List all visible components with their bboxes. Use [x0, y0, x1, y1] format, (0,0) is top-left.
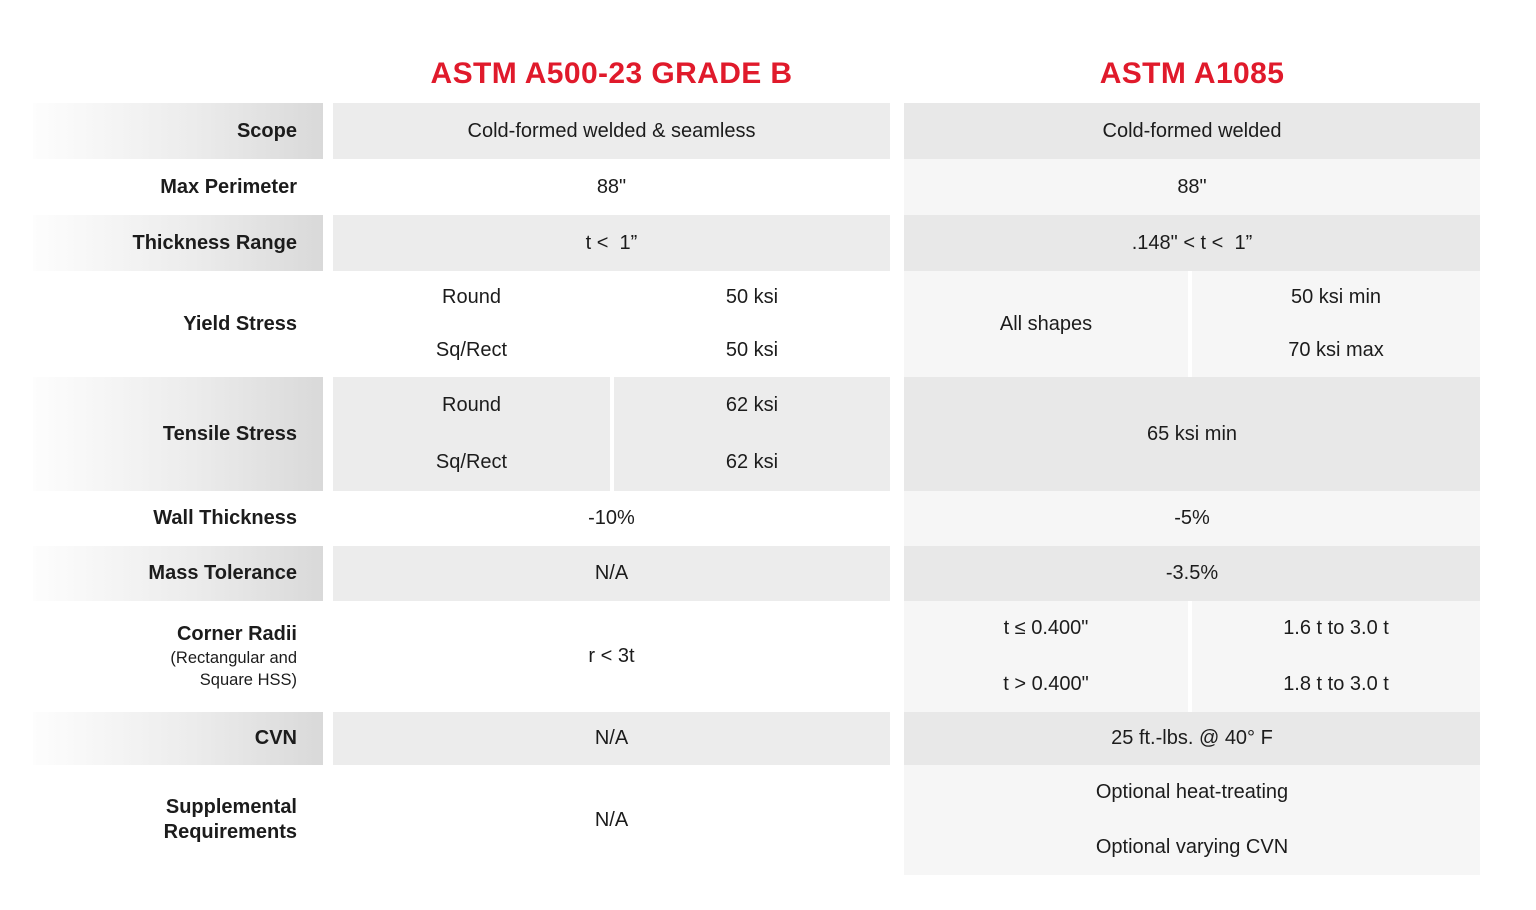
column-header-a500: ASTM A500-23 GRADE B — [333, 57, 890, 91]
scope-a500-cell: Cold-formed welded & seamless — [333, 103, 890, 159]
max-perimeter-a500-cell: 88" — [333, 159, 890, 215]
yield-a1085-min: 50 ksi min — [1290, 286, 1382, 308]
yield-stress-label: Yield Stress — [183, 312, 297, 335]
wall-thickness-label: Wall Thickness — [153, 507, 297, 529]
row-supplemental: Supplemental Requirements N/A Optional h… — [33, 765, 1480, 875]
thickness-range-a1085-cell: .148" < t < 1” — [904, 215, 1480, 271]
supplemental-a1085-line1: Optional heat-treating — [1095, 781, 1289, 803]
tensile-stress-a1085-cell: 65 ksi min — [904, 377, 1480, 491]
yield-a1085-max: 70 ksi max — [1288, 339, 1384, 361]
max-perimeter-a1085-value: 88" — [1177, 175, 1207, 198]
mass-tolerance-a1085-value: -3.5% — [1165, 562, 1219, 584]
row-scope: Scope Cold-formed welded & seamless Cold… — [33, 103, 1480, 159]
corner-radii-a500-value: r < 3t — [588, 645, 635, 667]
thickness-range-a500-value: t < 1” — [585, 231, 638, 254]
yield-stress-a1085-values: 50 ksi min 70 ksi max — [1192, 271, 1480, 377]
table-header-row: ASTM A500-23 GRADE B ASTM A1085 — [33, 45, 1480, 103]
thickness-range-a1085-value: .148" < t < 1” — [1131, 231, 1253, 254]
row-max-perimeter: Max Perimeter 88" 88" — [33, 159, 1480, 215]
thickness-range-label: Thickness Range — [33, 215, 323, 271]
yield-stress-a500-cell: Round Sq/Rect 50 ksi 50 ksi — [333, 271, 890, 377]
corner-radii-label: Corner Radii (Rectangular and Square HSS… — [33, 601, 323, 712]
column-header-a1085: ASTM A1085 — [904, 57, 1480, 91]
scope-a500-value: Cold-formed welded & seamless — [467, 119, 756, 142]
corner-radii-a1085-cell: t ≤ 0.400" t > 0.400" 1.6 t to 3.0 t 1.8… — [904, 601, 1480, 712]
row-wall-thickness: Wall Thickness -10% -5% — [33, 491, 1480, 546]
yield-stress-a500-shapes: Round Sq/Rect — [333, 271, 610, 377]
thickness-range-a500-cell: t < 1” — [333, 215, 890, 271]
mass-tolerance-a500-value: N/A — [594, 562, 629, 584]
corner-val-1: 1.6 t to 3.0 t — [1283, 617, 1389, 640]
yield-sqrect-value: 50 ksi — [725, 339, 779, 361]
corner-cond-2: t > 0.400" — [1003, 672, 1089, 695]
wall-thickness-a1085-cell: -5% — [904, 491, 1480, 546]
yield-round-value: 50 ksi — [725, 286, 779, 308]
scope-a1085-value: Cold-formed welded — [1102, 119, 1282, 142]
wall-thickness-a500-cell: -10% — [333, 491, 890, 546]
corner-radii-subnote-1: (Rectangular and — [170, 648, 297, 667]
supplemental-label: Supplemental Requirements — [33, 765, 323, 875]
supplemental-label-line1: Supplemental — [165, 796, 297, 818]
comparison-table: ASTM A500-23 GRADE B ASTM A1085 Scope Co… — [33, 45, 1480, 875]
yield-stress-a1085-shapes: All shapes — [904, 271, 1188, 377]
row-cvn: CVN N/A 25 ft.-lbs. @ 40° F — [33, 712, 1480, 765]
supplemental-a500-cell: N/A — [333, 765, 890, 875]
a1085-header-label: ASTM A1085 — [1099, 57, 1285, 90]
row-tensile-stress: Tensile Stress Round Sq/Rect 62 ksi 62 k… — [33, 377, 1480, 491]
tensile-stress-a500-shapes: Round Sq/Rect — [333, 377, 610, 491]
scope-label: Scope — [33, 103, 323, 159]
tensile-a1085-value: 65 ksi min — [1146, 422, 1238, 445]
corner-radii-a1085-values: 1.6 t to 3.0 t 1.8 t to 3.0 t — [1192, 601, 1480, 712]
max-perimeter-a1085-cell: 88" — [904, 159, 1480, 215]
mass-tolerance-label: Mass Tolerance — [33, 546, 323, 601]
wall-thickness-a500-value: -10% — [588, 507, 635, 529]
tensile-sqrect-value: 62 ksi — [725, 451, 779, 473]
supplemental-a1085-line2: Optional varying CVN — [1095, 836, 1289, 858]
corner-radii-a1085-conditions: t ≤ 0.400" t > 0.400" — [904, 601, 1188, 712]
tensile-round-value: 62 ksi — [725, 394, 779, 416]
cvn-a1085-value: 25 ft.-lbs. @ 40° F — [1111, 727, 1273, 749]
yield-round-label: Round — [442, 286, 501, 308]
corner-radii-title: Corner Radii — [176, 622, 297, 645]
corner-val-2: 1.8 t to 3.0 t — [1283, 672, 1389, 695]
row-mass-tolerance: Mass Tolerance N/A -3.5% — [33, 546, 1480, 601]
yield-all-shapes: All shapes — [999, 312, 1093, 335]
cvn-a500-cell: N/A — [333, 712, 890, 765]
max-perimeter-label: Max Perimeter — [160, 175, 297, 198]
yield-stress-a500-values: 50 ksi 50 ksi — [614, 271, 890, 377]
yield-sqrect-label: Sq/Rect — [435, 339, 508, 361]
mass-tolerance-a500-cell: N/A — [333, 546, 890, 601]
row-corner-radii: Corner Radii (Rectangular and Square HSS… — [33, 601, 1480, 712]
scope-a1085-cell: Cold-formed welded — [904, 103, 1480, 159]
tensile-stress-label: Tensile Stress — [33, 377, 323, 491]
supplemental-a500-value: N/A — [594, 808, 629, 831]
tensile-stress-a500-cell: Round Sq/Rect 62 ksi 62 ksi — [333, 377, 890, 491]
wall-thickness-a1085-value: -5% — [1174, 507, 1210, 529]
cvn-a1085-cell: 25 ft.-lbs. @ 40° F — [904, 712, 1480, 765]
tensile-stress-a500-values: 62 ksi 62 ksi — [614, 377, 890, 491]
cvn-a500-value: N/A — [594, 727, 629, 749]
mass-tolerance-a1085-cell: -3.5% — [904, 546, 1480, 601]
corner-cond-1: t ≤ 0.400" — [1003, 617, 1089, 640]
a500-header-label: ASTM A500-23 GRADE B — [430, 57, 793, 90]
max-perimeter-a500-value: 88" — [596, 175, 627, 198]
tensile-round-label: Round — [442, 394, 501, 416]
tensile-sqrect-label: Sq/Rect — [435, 451, 508, 473]
supplemental-a1085-cell: Optional heat-treating Optional varying … — [904, 765, 1480, 875]
row-yield-stress: Yield Stress Round Sq/Rect 50 ksi 50 ksi — [33, 271, 1480, 377]
cvn-label: CVN — [33, 712, 323, 765]
corner-radii-a500-cell: r < 3t — [333, 601, 890, 712]
yield-stress-a1085-cell: All shapes 50 ksi min 70 ksi max — [904, 271, 1480, 377]
row-thickness-range: Thickness Range t < 1” .148" < t < 1” — [33, 215, 1480, 271]
corner-radii-subnote-2: Square HSS) — [199, 671, 297, 689]
supplemental-label-line2: Requirements — [163, 821, 297, 843]
